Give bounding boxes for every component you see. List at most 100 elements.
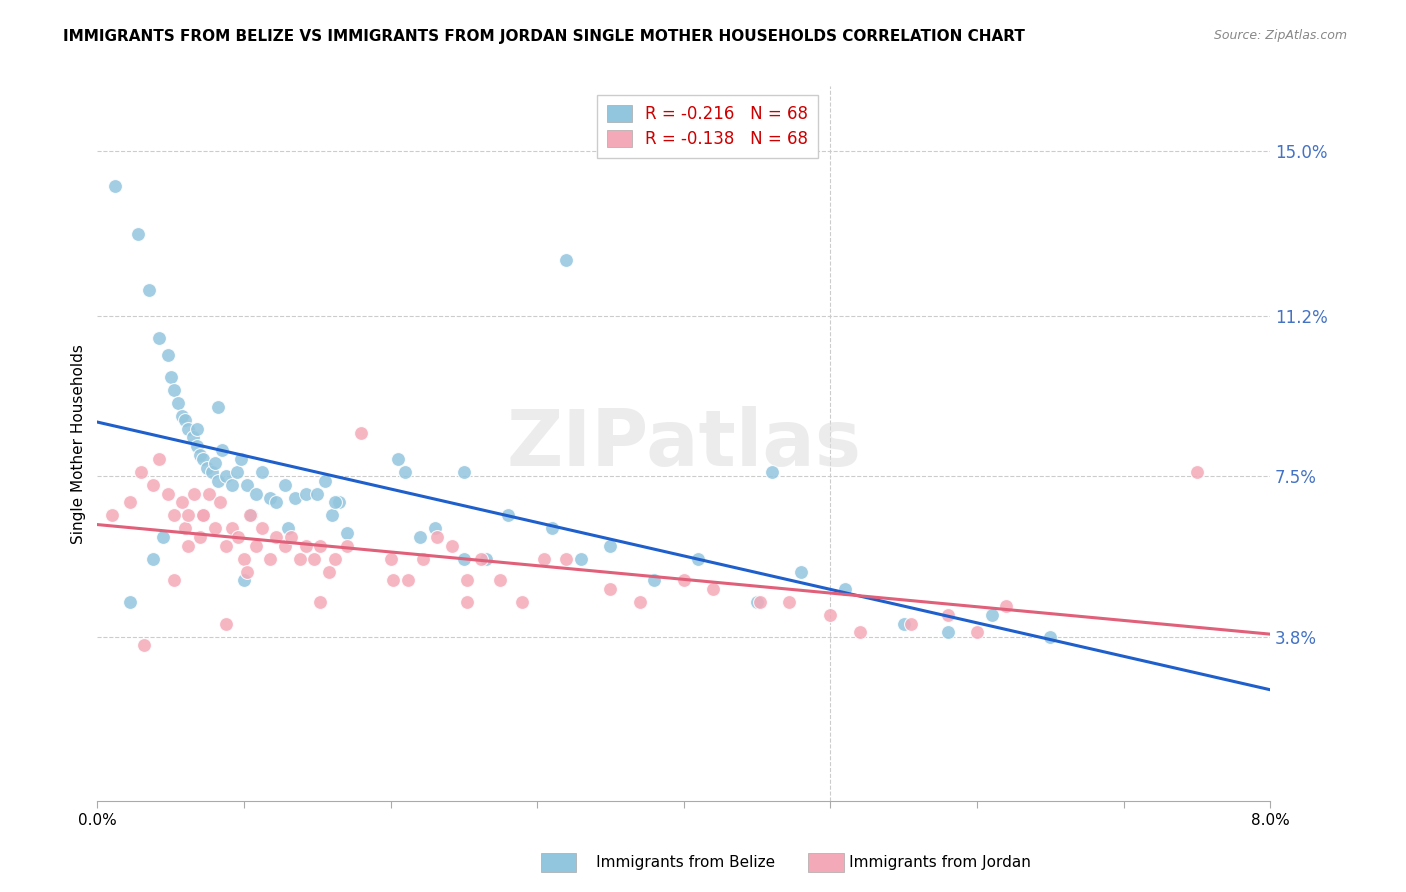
Point bbox=[131, 465, 153, 479]
Point bbox=[309, 595, 332, 609]
Point bbox=[162, 508, 184, 523]
Point bbox=[233, 573, 256, 587]
Text: ZIPatlas: ZIPatlas bbox=[506, 406, 862, 482]
Point bbox=[323, 551, 346, 566]
Point bbox=[250, 465, 273, 479]
Point bbox=[599, 539, 621, 553]
Point bbox=[456, 595, 478, 609]
Point bbox=[328, 495, 350, 509]
Point bbox=[240, 508, 263, 523]
Point bbox=[159, 369, 181, 384]
Point bbox=[197, 486, 219, 500]
Point bbox=[209, 495, 232, 509]
Point bbox=[761, 465, 783, 479]
Point bbox=[496, 508, 519, 523]
Point bbox=[936, 625, 959, 640]
Point bbox=[259, 491, 281, 505]
Point bbox=[323, 495, 346, 509]
Point bbox=[396, 573, 419, 587]
Point bbox=[226, 530, 249, 544]
Point bbox=[456, 573, 478, 587]
Text: Immigrants from Jordan: Immigrants from Jordan bbox=[815, 855, 1032, 870]
Point bbox=[127, 227, 149, 241]
Point bbox=[229, 451, 252, 466]
Point bbox=[778, 595, 800, 609]
Point bbox=[294, 486, 316, 500]
Point bbox=[134, 638, 156, 652]
Point bbox=[309, 539, 332, 553]
Point bbox=[893, 616, 915, 631]
Point bbox=[215, 469, 238, 483]
Point bbox=[259, 551, 281, 566]
Point bbox=[321, 508, 343, 523]
Point bbox=[304, 551, 326, 566]
Point bbox=[239, 508, 262, 523]
FancyBboxPatch shape bbox=[541, 853, 576, 872]
FancyBboxPatch shape bbox=[808, 853, 844, 872]
Point bbox=[104, 179, 127, 194]
Point bbox=[174, 521, 197, 535]
Point bbox=[318, 565, 340, 579]
Point bbox=[188, 530, 211, 544]
Point bbox=[195, 460, 218, 475]
Point bbox=[900, 616, 922, 631]
Point bbox=[183, 486, 205, 500]
Point bbox=[186, 421, 208, 435]
Point bbox=[221, 478, 243, 492]
Point bbox=[599, 582, 621, 596]
Point bbox=[335, 525, 357, 540]
Point bbox=[148, 451, 170, 466]
Point bbox=[201, 465, 224, 479]
Point bbox=[1185, 465, 1208, 479]
Point bbox=[233, 551, 256, 566]
Point bbox=[274, 478, 297, 492]
Point bbox=[555, 551, 578, 566]
Point bbox=[489, 573, 512, 587]
Point bbox=[148, 330, 170, 344]
Point bbox=[191, 508, 214, 523]
Text: Source: ZipAtlas.com: Source: ZipAtlas.com bbox=[1213, 29, 1347, 42]
Point bbox=[211, 443, 233, 458]
Point bbox=[207, 400, 229, 414]
Point bbox=[118, 595, 141, 609]
Point bbox=[188, 448, 211, 462]
Point bbox=[118, 495, 141, 509]
Point bbox=[820, 607, 842, 622]
Point bbox=[191, 451, 214, 466]
Point bbox=[426, 530, 449, 544]
Point bbox=[790, 565, 813, 579]
Point bbox=[834, 582, 856, 596]
Point bbox=[350, 425, 373, 440]
Point bbox=[167, 395, 190, 409]
Point bbox=[409, 530, 432, 544]
Point bbox=[215, 616, 238, 631]
Point bbox=[156, 348, 179, 362]
Point bbox=[186, 439, 208, 453]
Point bbox=[749, 595, 772, 609]
Point bbox=[672, 573, 695, 587]
Point bbox=[533, 551, 555, 566]
Point bbox=[207, 474, 229, 488]
Point bbox=[245, 486, 267, 500]
Point bbox=[152, 530, 174, 544]
Point bbox=[453, 465, 475, 479]
Point bbox=[688, 551, 710, 566]
Point bbox=[966, 625, 988, 640]
Point bbox=[245, 539, 267, 553]
Text: Immigrants from Belize: Immigrants from Belize bbox=[562, 855, 776, 870]
Point bbox=[204, 521, 226, 535]
Point bbox=[475, 551, 498, 566]
Point bbox=[745, 595, 768, 609]
Point bbox=[138, 283, 160, 297]
Point bbox=[441, 539, 464, 553]
Point bbox=[387, 451, 409, 466]
Point bbox=[156, 486, 179, 500]
Point bbox=[314, 474, 336, 488]
Point bbox=[177, 421, 200, 435]
Point bbox=[335, 539, 357, 553]
Point bbox=[294, 539, 316, 553]
Point bbox=[284, 491, 307, 505]
Point bbox=[225, 465, 247, 479]
Point bbox=[423, 521, 446, 535]
Point bbox=[412, 551, 434, 566]
